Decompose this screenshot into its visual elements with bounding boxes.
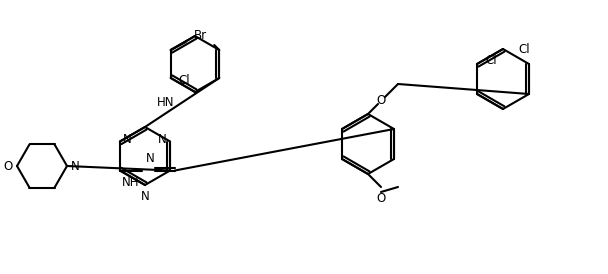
Text: N: N — [158, 133, 167, 146]
Text: HN: HN — [157, 96, 174, 109]
Text: Cl: Cl — [179, 73, 190, 87]
Text: NH: NH — [122, 176, 140, 189]
Text: N: N — [140, 190, 150, 203]
Text: N: N — [145, 153, 154, 165]
Text: Br: Br — [194, 29, 207, 42]
Text: O: O — [4, 159, 13, 173]
Text: Cl: Cl — [485, 53, 497, 67]
Text: N: N — [71, 159, 80, 173]
Text: O: O — [376, 95, 385, 107]
Text: Cl: Cl — [518, 43, 530, 56]
Text: N: N — [123, 133, 132, 146]
Text: O: O — [376, 192, 385, 205]
